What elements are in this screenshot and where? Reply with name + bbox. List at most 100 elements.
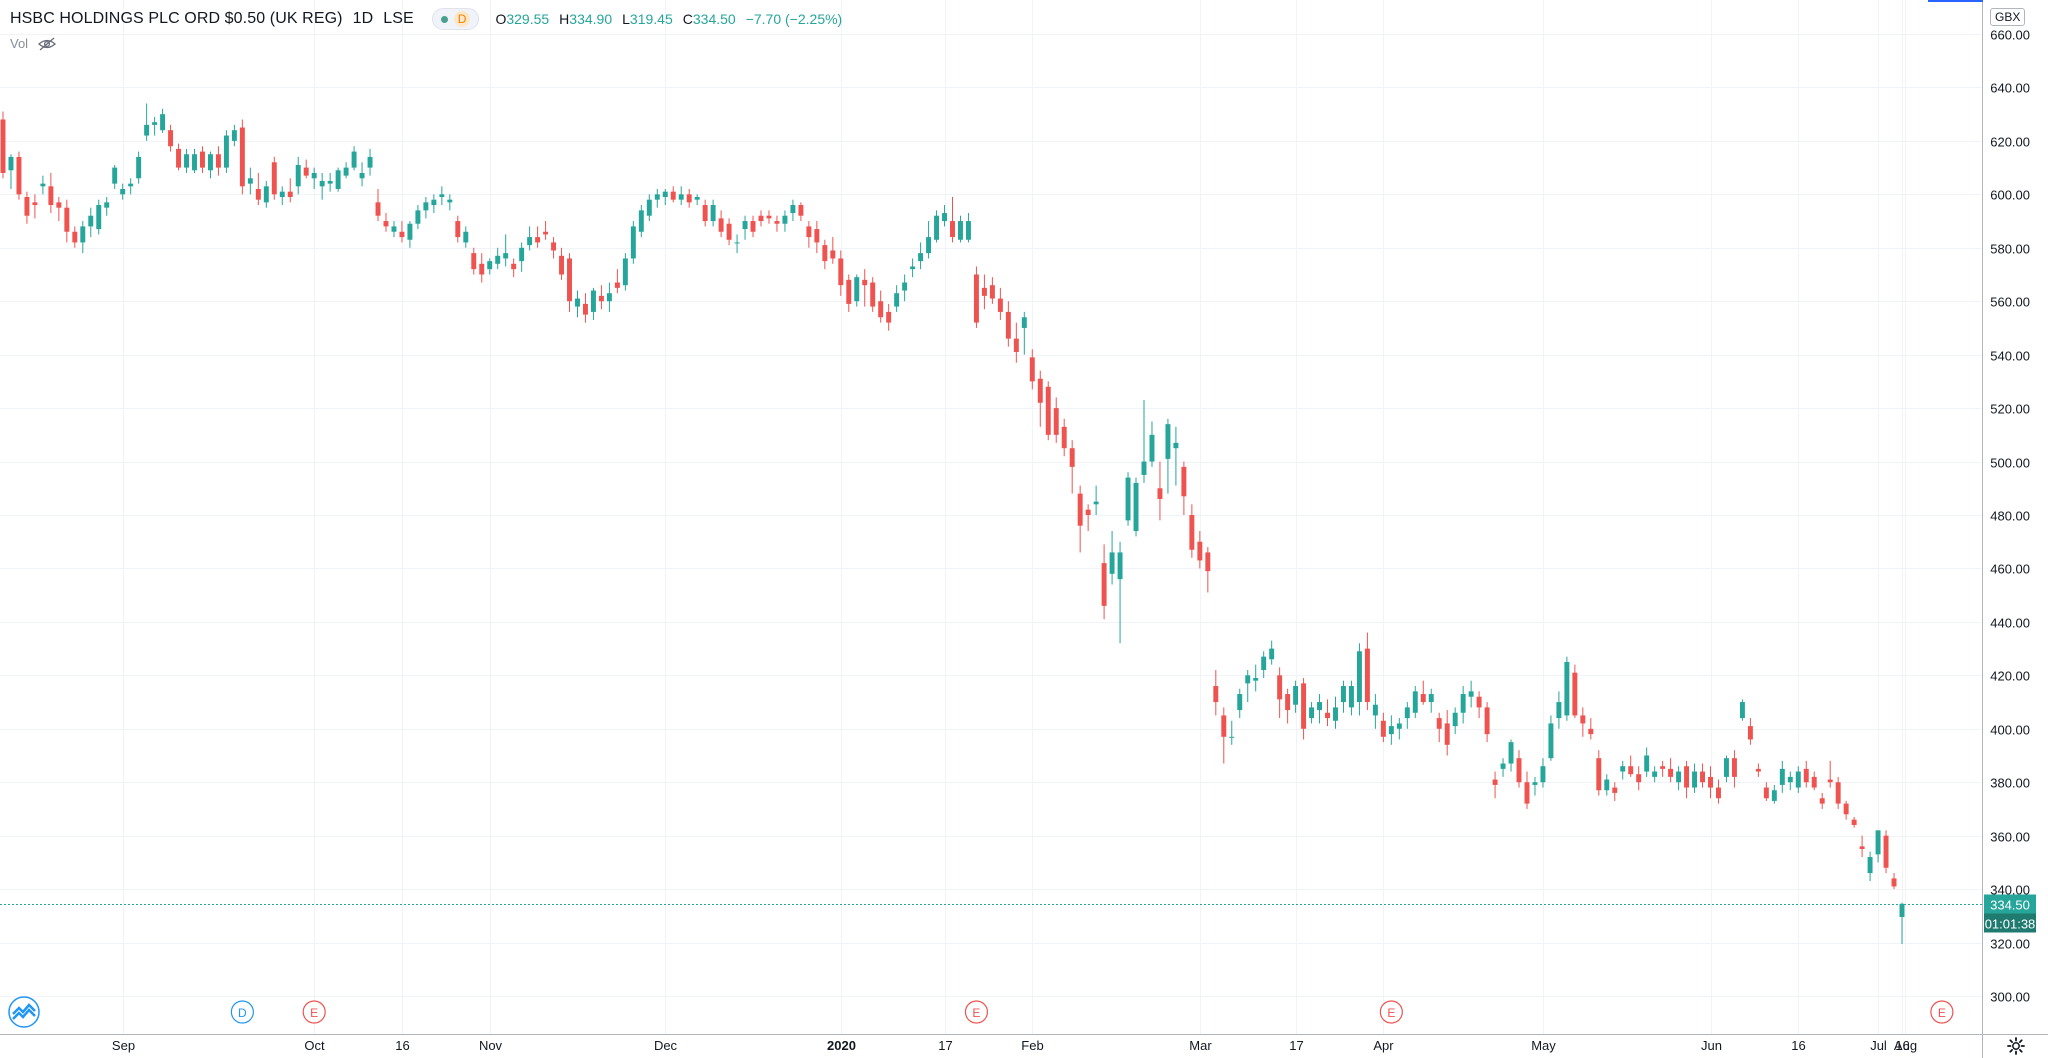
low-value: 319.45 — [629, 11, 673, 27]
x-tick-label: May — [1531, 1038, 1556, 1053]
x-tick-label: 17 — [938, 1038, 952, 1053]
candle-body — [670, 191, 676, 200]
candle-body — [96, 205, 102, 230]
candle-body — [1548, 723, 1554, 759]
candle-body — [1157, 488, 1163, 499]
candle-body — [192, 154, 197, 171]
candle-body — [287, 191, 293, 198]
interval-label[interactable]: 1D — [352, 10, 374, 27]
candle-body — [16, 156, 22, 195]
candle-body — [718, 218, 724, 232]
currency-badge[interactable]: GBX — [1990, 8, 2026, 26]
candle-body — [295, 164, 301, 187]
hidden-eye-icon[interactable] — [38, 37, 57, 51]
candle-body — [1380, 720, 1386, 737]
dividend-event-marker[interactable] — [230, 1000, 254, 1024]
earnings-event-marker[interactable] — [1930, 1000, 1954, 1024]
last-price-tag — [1984, 894, 2036, 914]
volume-indicator[interactable]: Vol — [10, 36, 57, 51]
y-tick-label: 600.00 — [1990, 188, 2030, 203]
symbol-name[interactable]: HSBC HOLDINGS PLC ORD $0.50 (UK REG) — [10, 10, 343, 27]
candle-body — [231, 130, 237, 141]
candle-body — [1412, 691, 1418, 713]
candle-body — [1684, 766, 1690, 788]
candle-body — [997, 298, 1003, 312]
last-price-label: 334.50 — [1990, 898, 2030, 913]
candle-body — [1133, 482, 1139, 532]
exchange-label: LSE — [383, 10, 414, 27]
y-tick-label: 440.00 — [1990, 616, 2030, 631]
delayed-badge: D — [453, 11, 471, 27]
candle-body — [375, 202, 381, 216]
candle-body — [1540, 766, 1546, 783]
candle-body — [950, 221, 955, 238]
y-tick-label: 400.00 — [1990, 723, 2030, 738]
x-tick-label: Apr — [1373, 1038, 1394, 1053]
candle-body — [1005, 311, 1011, 339]
candle-body — [335, 170, 341, 189]
candle-body — [1309, 707, 1315, 719]
candle-body — [1428, 694, 1434, 703]
candle-body — [646, 199, 652, 216]
candle-body — [1556, 702, 1562, 719]
candle-body — [559, 255, 565, 275]
candle-body — [1356, 651, 1362, 703]
candle-body — [271, 162, 277, 195]
candle-body — [311, 172, 317, 179]
candle-body — [630, 226, 636, 259]
candle-body — [1173, 442, 1179, 449]
candle-body — [1117, 552, 1123, 580]
candle-body — [1652, 771, 1658, 777]
market-status-pill[interactable]: D — [431, 8, 480, 30]
candle-body — [479, 263, 485, 275]
candle-body — [622, 258, 628, 286]
candle-body — [351, 151, 357, 168]
candle-body — [1580, 715, 1586, 724]
candle-body — [1588, 728, 1594, 735]
candle-body — [1867, 857, 1873, 874]
earnings-event-marker[interactable] — [302, 1000, 326, 1024]
candle-body — [1516, 758, 1522, 783]
candle-body — [806, 226, 812, 238]
candle-body — [678, 194, 684, 200]
earnings-event-marker[interactable] — [1379, 1000, 1403, 1024]
settings-gear-icon[interactable] — [2006, 1036, 2026, 1056]
candle-body — [319, 180, 325, 187]
candle-body — [654, 194, 660, 200]
x-tick-label: 16 — [1791, 1038, 1805, 1053]
candle-body — [1612, 787, 1618, 793]
tradingview-logo-icon[interactable] — [8, 996, 40, 1028]
candle-body — [439, 194, 445, 198]
candle-body — [934, 215, 940, 240]
candle-body — [1221, 715, 1227, 737]
candle-body — [184, 154, 189, 168]
candle-body — [1101, 563, 1107, 606]
candle-body — [1755, 768, 1761, 772]
open-value: 329.55 — [506, 11, 550, 27]
candle-body — [1771, 790, 1777, 801]
earnings-event-marker[interactable] — [964, 1000, 989, 1024]
candle-body — [814, 229, 820, 243]
candle-body — [750, 221, 756, 232]
candle-body — [1604, 779, 1610, 791]
candle-body — [1676, 771, 1682, 783]
candle-body — [830, 250, 836, 259]
candle-body — [1859, 846, 1865, 850]
candle-body — [1077, 493, 1083, 526]
candle-body — [1325, 712, 1330, 719]
candle-body — [1013, 338, 1019, 352]
candle-body — [862, 279, 868, 286]
candle-body — [902, 282, 908, 291]
y-tick-label: 660.00 — [1990, 28, 2030, 43]
candle-body — [1069, 448, 1075, 467]
candle-body — [128, 183, 134, 187]
candle-body — [926, 237, 932, 254]
candle-body — [1763, 787, 1769, 799]
candle-body — [112, 167, 118, 184]
candle-body — [455, 221, 461, 238]
y-tick-label: 500.00 — [1990, 456, 2030, 471]
y-tick-label: 640.00 — [1990, 81, 2030, 96]
candle-body — [1739, 702, 1745, 719]
